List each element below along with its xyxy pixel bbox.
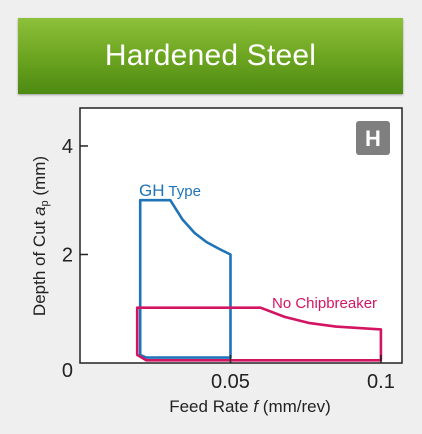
chart-title: Hardened Steel bbox=[104, 39, 317, 72]
series-label-type: Type bbox=[165, 183, 201, 200]
y-tick-label: 0 bbox=[62, 360, 73, 382]
title-banner: Hardened Steel bbox=[18, 18, 403, 94]
series-label-no-chipbreaker: No Chipbreaker bbox=[272, 295, 377, 312]
hardened-steel-badge-icon bbox=[356, 121, 390, 155]
x-axis-title-symbol: f bbox=[253, 397, 260, 416]
x-tick-label: 0.05 bbox=[211, 371, 250, 393]
x-tick-label: 0.1 bbox=[367, 371, 395, 393]
y-axis-title-symbol: a bbox=[30, 206, 49, 215]
series-label-gh-type: GH Type bbox=[139, 181, 201, 200]
y-tick-label: 4 bbox=[62, 136, 73, 158]
plot-frame bbox=[79, 107, 403, 364]
x-axis-title-unit: (mm/rev) bbox=[258, 397, 331, 416]
series-label-gh: GH bbox=[139, 181, 165, 200]
y-axis-title-unit: (mm) bbox=[30, 156, 49, 200]
y-tick-label: 2 bbox=[62, 244, 73, 266]
series-region-gh-type bbox=[138, 198, 232, 359]
y-axis-title-main: Depth of Cut bbox=[30, 216, 49, 316]
x-axis-title-main: Feed Rate bbox=[169, 397, 253, 416]
y-axis-title: Depth of Cut ap (mm) bbox=[30, 156, 51, 316]
series-region-no-chipbreaker bbox=[135, 306, 383, 362]
y-axis-title-subscript: p bbox=[39, 200, 51, 206]
x-axis-title: Feed Rate f (mm/rev) bbox=[169, 397, 331, 416]
badge-letter: H bbox=[365, 126, 381, 151]
series-label-no-chipbreaker-text: No Chipbreaker bbox=[272, 295, 377, 312]
